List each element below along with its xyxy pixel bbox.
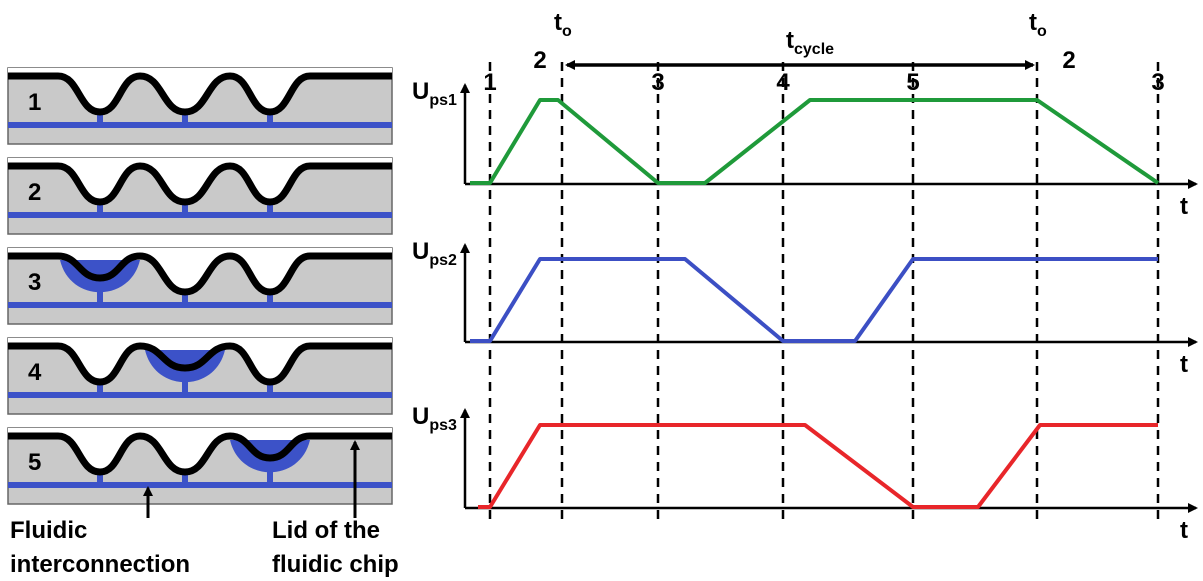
panel-label: 1 (28, 89, 41, 116)
phase-label: 3 (651, 69, 664, 96)
label-main: U (412, 78, 429, 105)
label: Ups3 (412, 403, 457, 434)
label-sub: cycle (794, 41, 834, 58)
annotation: Fluidic (10, 517, 87, 544)
chip-panels: 1 2 3 4 5 (8, 68, 392, 504)
label: Ups1 (412, 78, 457, 109)
label-sub: ps2 (429, 252, 457, 269)
waveform (470, 259, 1158, 341)
channel (8, 482, 392, 488)
label-sub: ps3 (429, 417, 457, 434)
panel-label: 3 (28, 269, 41, 296)
annotation: interconnection (10, 551, 190, 578)
phase-label: 2 (1062, 47, 1075, 74)
label-sub: o (1037, 23, 1047, 40)
panel-label: 5 (28, 449, 41, 476)
phase-label: 5 (906, 69, 919, 96)
label-sub: ps1 (429, 92, 457, 109)
label: to (554, 9, 572, 40)
channel (8, 122, 392, 128)
channel (8, 212, 392, 218)
label-main: t (554, 9, 562, 36)
label-main: t (786, 27, 794, 54)
waveform (478, 425, 1158, 507)
label-sub: o (562, 23, 572, 40)
label: tcycle (786, 27, 834, 58)
phase-label: 1 (483, 69, 496, 96)
phase-label: 4 (776, 69, 790, 96)
label-main: U (412, 238, 429, 265)
panel-label: 4 (28, 359, 42, 386)
panel-label: 2 (28, 179, 41, 206)
label-main: U (412, 403, 429, 430)
figure: 12345 1234523tototcycleUps1tUps2tUps3t F… (0, 0, 1203, 581)
waveform (470, 100, 1158, 183)
time-axis-label: t (1180, 517, 1188, 544)
label: Ups2 (412, 238, 457, 269)
channel (8, 392, 392, 398)
time-axis-label: t (1180, 351, 1188, 378)
label-main: t (1029, 9, 1037, 36)
channel (8, 302, 392, 308)
phase-label: 2 (533, 47, 546, 74)
annotation: fluidic chip (272, 551, 399, 578)
label: to (1029, 9, 1047, 40)
annotation: Lid of the (272, 517, 380, 544)
phase-label: 3 (1151, 69, 1164, 96)
time-axis-label: t (1180, 193, 1188, 220)
